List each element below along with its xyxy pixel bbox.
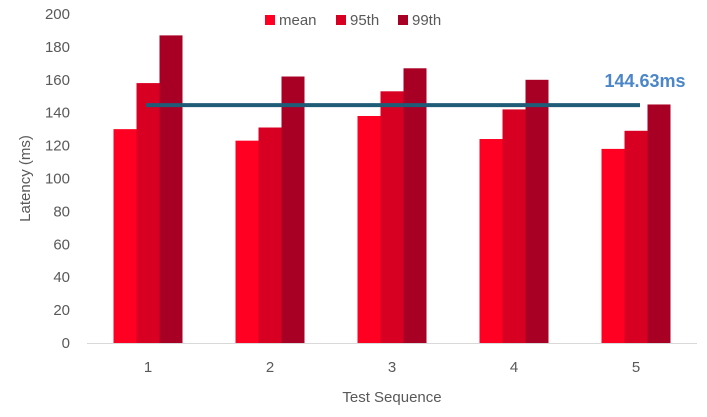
bar-99th-5 — [647, 104, 671, 343]
x-axis-title: Test Sequence — [342, 389, 441, 406]
legend-label: 99th — [412, 12, 441, 29]
y-tick-label: 180 — [45, 39, 70, 56]
y-tick-label: 140 — [45, 105, 70, 122]
y-tick-label: 160 — [45, 72, 70, 89]
y-tick-label: 20 — [53, 302, 70, 319]
x-tick-label: 3 — [388, 359, 396, 376]
y-tick-label: 100 — [45, 171, 70, 188]
legend-label: mean — [279, 12, 317, 29]
y-axis-title: Latency (ms) — [17, 135, 34, 222]
legend-swatch-95th — [336, 15, 346, 25]
bar-99th-1 — [159, 35, 183, 343]
bar-99th-4 — [525, 79, 549, 344]
legend: mean 95th 99th — [265, 12, 441, 29]
bar-mean-2 — [235, 140, 259, 343]
legend-label: 95th — [350, 12, 379, 29]
bar-95th-2 — [258, 127, 282, 343]
bar-mean-1 — [113, 129, 137, 343]
x-tick-label: 4 — [510, 359, 518, 376]
bar-95th-3 — [380, 91, 404, 343]
reference-line-label: 144.63ms — [604, 71, 685, 91]
bar-mean-3 — [357, 115, 381, 344]
x-tick-label: 1 — [144, 359, 152, 376]
bar-mean-5 — [601, 148, 625, 343]
y-tick-label: 60 — [53, 236, 70, 253]
x-axis-ticks: 1 2 3 4 5 — [144, 359, 640, 376]
bar-95th-1 — [136, 83, 160, 343]
y-tick-label: 120 — [45, 138, 70, 155]
bar-95th-5 — [624, 130, 648, 343]
y-tick-label: 0 — [62, 335, 70, 352]
bar-99th-3 — [403, 68, 427, 343]
y-tick-label: 40 — [53, 269, 70, 286]
x-tick-label: 5 — [632, 359, 640, 376]
bar-99th-2 — [281, 76, 305, 343]
y-tick-label: 200 — [45, 6, 70, 23]
bar-95th-4 — [502, 109, 526, 343]
legend-swatch-mean — [265, 15, 275, 25]
y-tick-label: 80 — [53, 203, 70, 220]
y-axis-ticks: 0 20 40 60 80 100 120 140 160 180 200 — [45, 6, 70, 352]
bars — [113, 35, 671, 344]
legend-swatch-99th — [398, 15, 408, 25]
bar-mean-4 — [479, 139, 503, 343]
x-tick-label: 2 — [266, 359, 274, 376]
